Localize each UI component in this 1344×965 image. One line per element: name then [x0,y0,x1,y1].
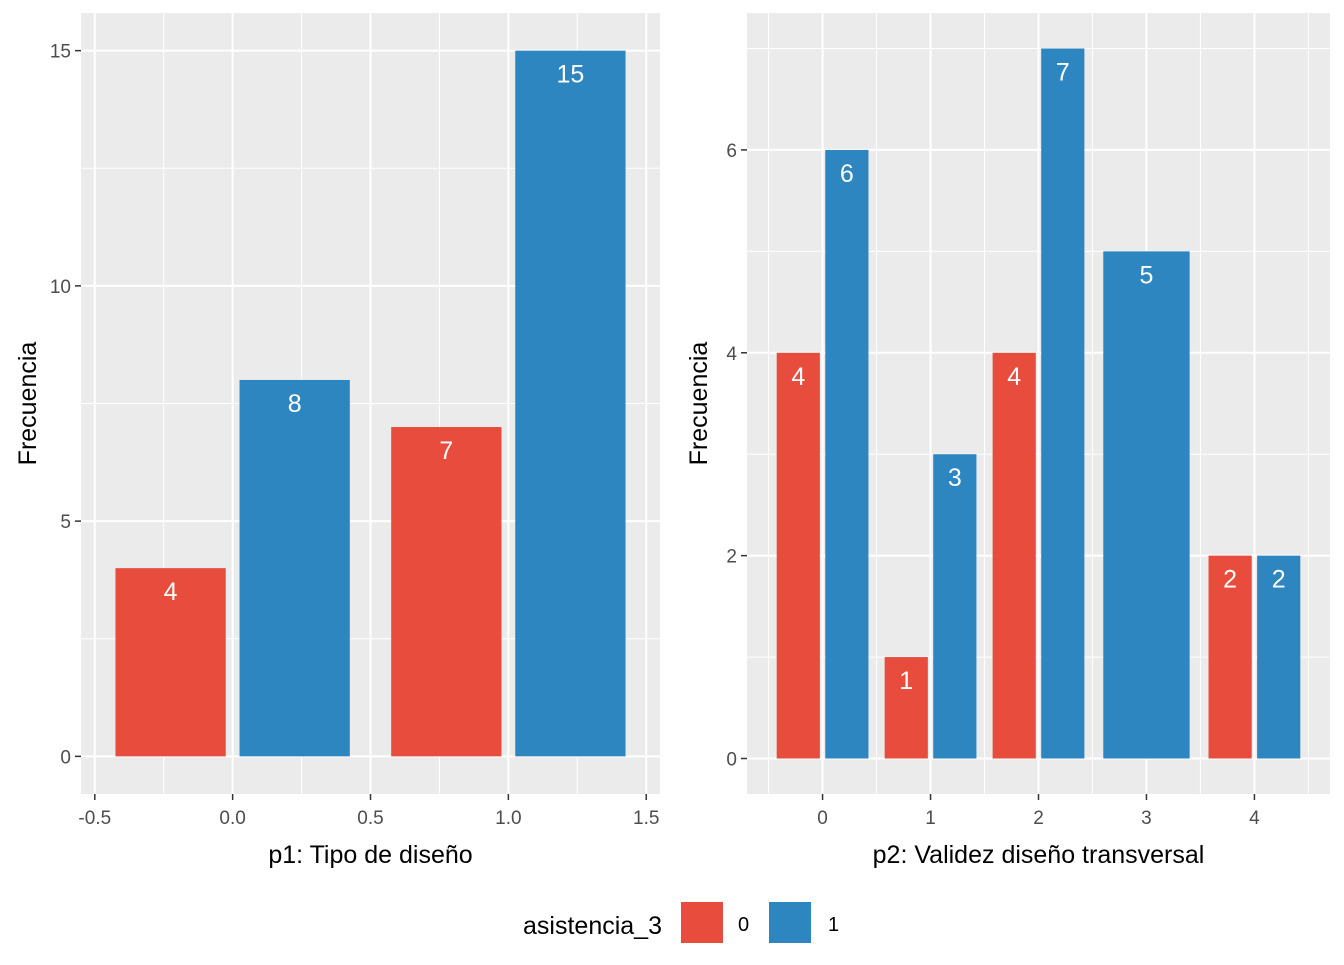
bar-series-0 [391,427,502,757]
bar-series-1 [933,454,977,759]
y-tick-label: 10 [50,277,71,298]
x-tick-label: 4 [1249,808,1260,829]
legend-label-1: 1 [828,914,839,936]
bar-value-label: 4 [164,578,178,606]
bar-value-label: 4 [1007,363,1021,391]
x-axis-title: p2: Validez diseño transversal [873,841,1205,869]
x-tick-label: 0 [817,808,828,829]
bar-series-1 [1041,48,1085,759]
bar-series-1 [825,149,869,759]
legend-label-0: 0 [738,914,749,936]
legend-key-0 [679,900,725,945]
bar-value-label: 2 [1223,566,1237,594]
y-tick-label: 2 [726,547,737,568]
legend: asistencia_3 0 1 [523,900,839,945]
bar-value-label: 7 [439,437,453,465]
panel-p1: 4 8 7 15 -0.5 0.0 0.5 1.0 1.5 0 5 10 15 p1: Tipo de d… [14,13,660,869]
x-axis-title: p1: Tipo de diseño [268,841,472,869]
legend-title: asistencia_3 [523,912,662,940]
bar-series-0 [776,352,820,759]
bar-series-1 [1103,251,1190,759]
bar-value-label: 1 [899,667,913,695]
y-tick-label: 0 [726,750,737,771]
x-tick-label: 0.5 [357,808,383,829]
x-tick-label: 0.0 [219,808,245,829]
bar-value-label: 3 [948,464,962,492]
bar-value-label: 8 [288,390,302,418]
y-tick-label: 5 [60,512,71,533]
y-tick-label: 6 [726,141,737,162]
bar-series-1 [515,50,626,757]
x-tick-label: 1.0 [495,808,521,829]
bar-value-label: 7 [1056,59,1070,87]
y-tick-label: 4 [726,344,737,365]
bar-series-1 [1257,555,1301,759]
y-axis-title: Frecuencia [685,342,713,466]
x-tick-label: 1.5 [633,808,659,829]
y-tick-label: 15 [50,42,71,63]
bar-series-0 [884,657,928,759]
bar-series-1 [239,379,350,757]
legend-key-1 [767,900,813,945]
panel-p2: 4 6 1 3 4 7 5 2 2 0 1 2 3 4 0 2 4 6 p2: Validez diseño tra… [685,13,1330,869]
bar-value-label: 6 [840,160,854,188]
bar-value-label: 15 [556,61,584,89]
bar-series-0 [115,568,226,757]
bar-series-0 [1208,555,1252,759]
x-tick-label: 2 [1033,808,1044,829]
x-tick-label: 1 [925,808,936,829]
bar-value-label: 2 [1272,566,1286,594]
bar-series-0 [992,352,1036,759]
y-tick-label: 0 [60,747,71,768]
bar-value-label: 4 [791,363,805,391]
bar-value-label: 5 [1140,261,1154,289]
y-axis-title: Frecuencia [14,342,42,466]
x-tick-label: -0.5 [78,808,111,829]
x-tick-label: 3 [1141,808,1152,829]
